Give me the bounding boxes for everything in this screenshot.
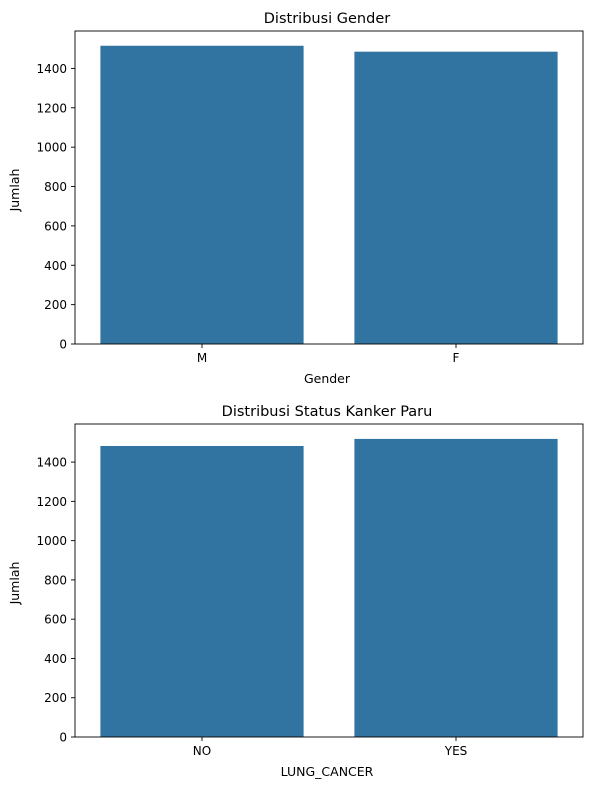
y-tick-label: 1400	[36, 62, 67, 76]
bars	[100, 438, 558, 737]
y-tick-label: 0	[59, 338, 67, 352]
x-axis-ticks: NO YES	[193, 737, 467, 758]
chart-lung-cancer-distribution: Distribusi Status Kanker Paru 0 200 400 600…	[7, 404, 584, 779]
x-tick-label: YES	[444, 744, 468, 758]
y-tick-label: 1000	[36, 534, 67, 548]
bar	[100, 45, 304, 344]
x-tick-label: F	[453, 351, 460, 365]
y-tick-label: 600	[44, 219, 67, 233]
y-tick-label: 1400	[36, 456, 67, 470]
bar	[100, 445, 304, 737]
y-axis-ticks: 0 200 400 600 800 1000 1200 1400	[36, 62, 75, 352]
y-tick-label: 600	[44, 613, 67, 627]
y-tick-label: 800	[44, 180, 67, 194]
bars	[100, 45, 558, 345]
chart-gender-distribution: Distribusi Gender 0 200 400 600 800 1000 1200 1…	[7, 11, 584, 386]
bar	[354, 51, 558, 345]
y-tick-label: 400	[44, 652, 67, 666]
y-tick-label: 800	[44, 573, 67, 587]
x-axis-label: LUNG_CANCER	[281, 764, 374, 779]
chart-title: Distribusi Status Kanker Paru	[222, 404, 433, 420]
y-tick-label: 1200	[36, 101, 67, 115]
chart-title: Distribusi Gender	[264, 11, 390, 27]
y-axis-label: Jumlah	[7, 169, 22, 213]
y-axis-ticks: 0 200 400 600 800 1000 1200 1400	[36, 456, 75, 745]
y-tick-label: 1200	[36, 495, 67, 509]
y-tick-label: 0	[59, 731, 67, 745]
x-tick-label: M	[197, 351, 207, 365]
plot-frame	[74, 30, 584, 345]
y-tick-label: 200	[44, 298, 67, 312]
plot-frame	[74, 423, 584, 738]
y-tick-label: 1000	[36, 141, 67, 155]
y-tick-label: 400	[44, 259, 67, 273]
y-axis-label: Jumlah	[7, 562, 22, 606]
y-tick-label: 200	[44, 691, 67, 705]
x-tick-label: NO	[193, 744, 211, 758]
bar	[354, 438, 558, 737]
x-axis-label: Gender	[304, 371, 351, 386]
